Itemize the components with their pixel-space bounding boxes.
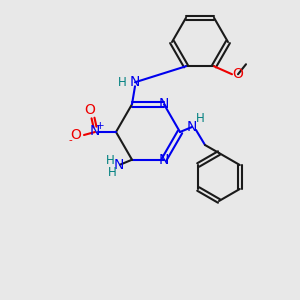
Text: N: N	[90, 124, 100, 138]
Text: O: O	[232, 67, 243, 81]
Text: N: N	[187, 120, 197, 134]
Text: N: N	[130, 75, 140, 89]
Text: H: H	[106, 154, 114, 167]
Text: -: -	[68, 135, 72, 145]
Text: H: H	[118, 76, 127, 89]
Text: +: +	[96, 121, 104, 131]
Text: H: H	[108, 166, 116, 179]
Text: O: O	[70, 128, 81, 142]
Text: O: O	[85, 103, 95, 117]
Text: N: N	[159, 97, 169, 111]
Text: N: N	[114, 158, 124, 172]
Text: N: N	[159, 153, 169, 167]
Text: H: H	[196, 112, 204, 125]
